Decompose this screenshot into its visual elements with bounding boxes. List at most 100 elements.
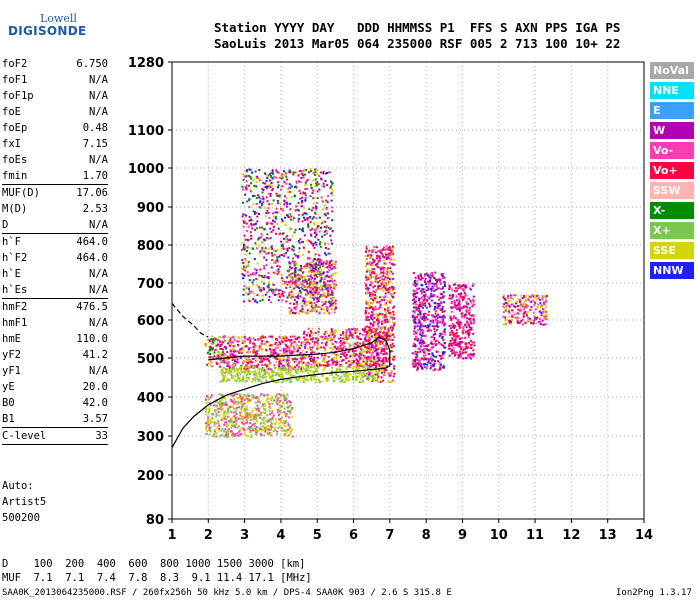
echo-point: [230, 350, 233, 353]
echo-point: [325, 260, 328, 262]
echo-point: [359, 356, 362, 359]
echo-point: [211, 413, 213, 416]
echo-point: [296, 372, 299, 375]
echo-point: [339, 334, 342, 337]
echo-point: [316, 346, 319, 348]
echo-point: [268, 406, 271, 409]
echo-point: [377, 250, 379, 253]
echo-point: [291, 428, 294, 431]
echo-point: [262, 201, 265, 204]
echo-point: [438, 361, 441, 364]
echo-point: [218, 407, 221, 410]
echo-point: [377, 284, 379, 287]
echo-point: [422, 348, 425, 351]
echo-point: [283, 407, 286, 410]
echo-point: [503, 307, 506, 310]
echo-point: [305, 351, 308, 354]
echo-point: [450, 344, 453, 347]
echo-point: [209, 353, 212, 355]
echo-point: [304, 378, 307, 381]
echo-point: [303, 367, 305, 370]
echo-point: [252, 179, 255, 182]
echo-point: [468, 328, 471, 331]
echo-point: [423, 299, 426, 302]
echo-point: [415, 288, 418, 291]
echo-point: [283, 399, 286, 402]
echo-point: [334, 340, 337, 343]
echo-point: [279, 410, 282, 413]
echo-point: [421, 317, 424, 320]
echo-point: [304, 218, 306, 221]
echo-point: [309, 275, 312, 278]
echo-point: [297, 180, 300, 183]
echo-point: [420, 278, 423, 281]
echo-point: [390, 371, 393, 374]
echo-point: [433, 325, 436, 328]
echo-point: [312, 370, 315, 373]
echo-point: [376, 360, 379, 363]
echo-point: [302, 352, 305, 355]
echo-point: [288, 351, 291, 354]
echo-point: [250, 234, 253, 237]
echo-point: [416, 325, 419, 328]
echo-point: [449, 331, 452, 334]
echo-point: [250, 366, 253, 369]
echo-point: [315, 284, 318, 287]
echo-point: [250, 398, 253, 401]
echo-point: [466, 309, 469, 312]
echo-point: [424, 277, 427, 280]
echo-point: [241, 417, 244, 420]
echo-point: [327, 212, 329, 215]
echo-point: [285, 337, 288, 340]
echo-point: [431, 314, 434, 317]
echo-point: [330, 290, 333, 293]
echo-point: [269, 418, 272, 421]
echo-point: [327, 311, 330, 314]
echo-point: [246, 271, 249, 274]
echo-point: [442, 365, 445, 368]
echo-point: [462, 351, 465, 354]
echo-point: [328, 269, 331, 271]
echo-point: [248, 184, 250, 187]
echo-point: [270, 428, 272, 431]
echo-point: [507, 295, 510, 298]
echo-point: [385, 333, 388, 336]
echo-point: [210, 356, 213, 359]
echo-point: [286, 402, 289, 405]
echo-point: [279, 343, 282, 345]
echo-point: [314, 171, 317, 173]
echo-point: [366, 377, 369, 380]
echo-point: [232, 345, 235, 348]
echo-point: [378, 249, 381, 252]
echo-point: [268, 360, 271, 363]
echo-point: [322, 357, 325, 360]
echo-point: [454, 353, 457, 356]
echo-point: [330, 278, 333, 281]
echo-point: [231, 405, 234, 408]
echo-point: [324, 364, 327, 367]
echo-point: [379, 334, 382, 337]
echo-point: [315, 338, 318, 341]
echo-point: [421, 306, 424, 309]
echo-point: [385, 352, 388, 355]
echo-point: [246, 428, 249, 431]
echo-point: [306, 294, 308, 297]
echo-point: [344, 337, 347, 340]
echo-point: [227, 423, 230, 426]
echo-point: [458, 307, 461, 310]
echo-point: [340, 347, 343, 350]
echo-point: [440, 301, 443, 304]
echo-point: [240, 351, 243, 354]
echo-point: [349, 366, 352, 369]
echo-point: [424, 363, 427, 366]
echo-point: [212, 347, 214, 350]
echo-point: [345, 355, 348, 358]
echo-point: [228, 365, 231, 368]
echo-point: [439, 287, 442, 290]
echo-point: [215, 344, 218, 347]
echo-point: [506, 304, 509, 307]
echo-point: [436, 302, 439, 305]
echo-point: [508, 310, 510, 313]
echo-point: [384, 252, 387, 254]
echo-point: [321, 304, 324, 307]
